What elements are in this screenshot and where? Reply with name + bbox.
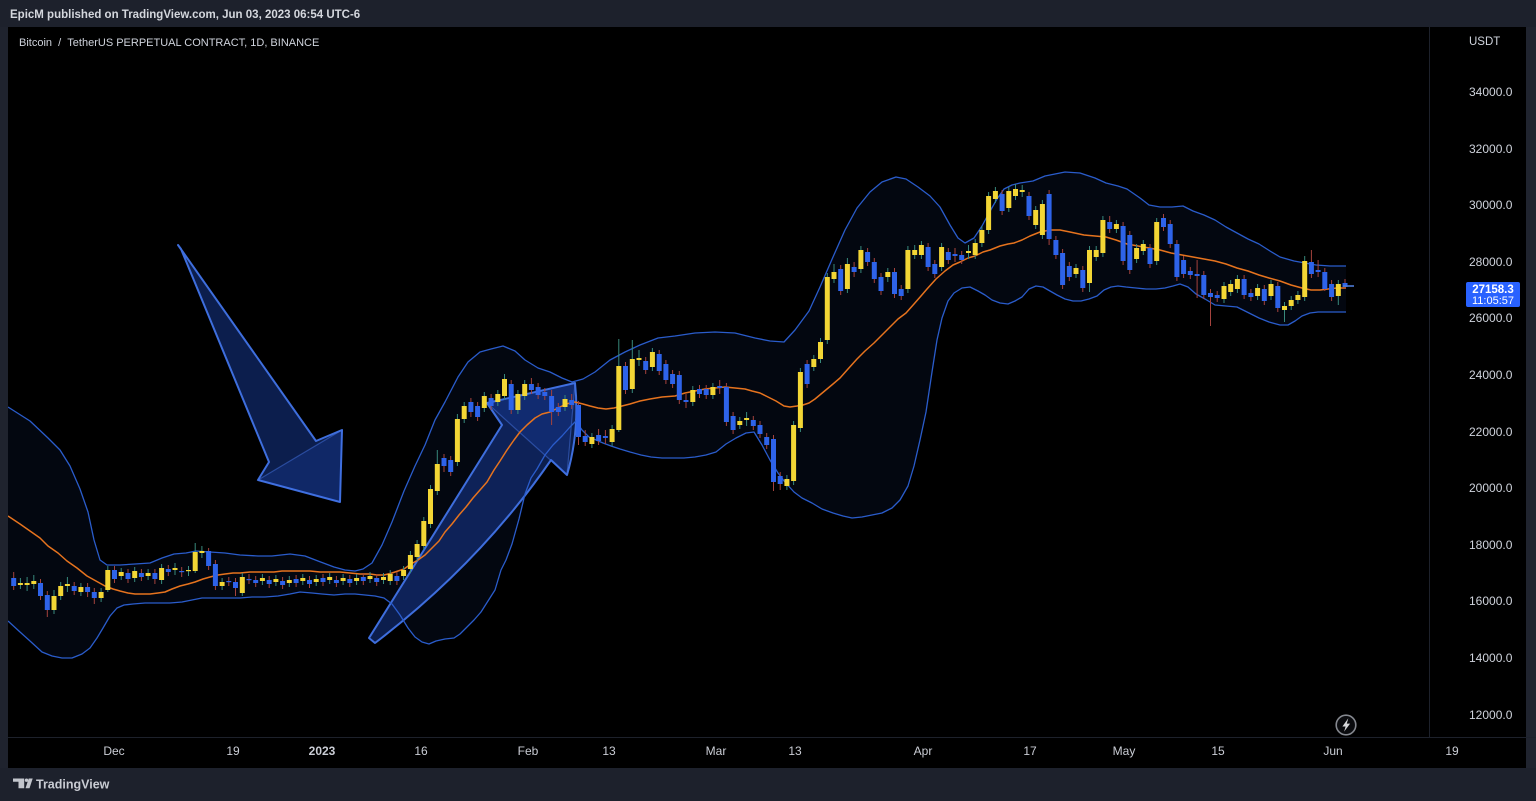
svg-text:Jun: Jun — [1323, 744, 1342, 758]
svg-text:Bitcoin / TetherUS PERPETUAL: Bitcoin / TetherUS PERPETUAL CONTRACT, 1… — [19, 37, 319, 49]
svg-text:34000.0: 34000.0 — [1469, 85, 1513, 99]
svg-text:30000.0: 30000.0 — [1469, 198, 1513, 212]
svg-text:Dec: Dec — [103, 744, 124, 758]
svg-text:15: 15 — [1211, 744, 1225, 758]
svg-text:32000.0: 32000.0 — [1469, 142, 1513, 156]
svg-text:Mar: Mar — [706, 744, 727, 758]
svg-text:13: 13 — [788, 744, 802, 758]
svg-text:19: 19 — [1445, 744, 1459, 758]
svg-text:2023: 2023 — [309, 744, 336, 758]
svg-text:16000.0: 16000.0 — [1469, 594, 1513, 608]
svg-text:Apr: Apr — [914, 744, 933, 758]
svg-text:May: May — [1113, 744, 1136, 758]
svg-text:13: 13 — [602, 744, 616, 758]
svg-text:17: 17 — [1023, 744, 1037, 758]
svg-text:Feb: Feb — [518, 744, 539, 758]
svg-text:26000.0: 26000.0 — [1469, 311, 1513, 325]
svg-text:USDT: USDT — [1469, 36, 1500, 48]
svg-text:12000.0: 12000.0 — [1469, 708, 1513, 722]
svg-text:18000.0: 18000.0 — [1469, 538, 1513, 552]
svg-text:28000.0: 28000.0 — [1469, 255, 1513, 269]
svg-text:19: 19 — [226, 744, 240, 758]
svg-text:27158.3: 27158.3 — [1472, 284, 1514, 296]
svg-text:16: 16 — [414, 744, 428, 758]
svg-text:22000.0: 22000.0 — [1469, 425, 1513, 439]
svg-text:24000.0: 24000.0 — [1469, 368, 1513, 382]
svg-text:EpicM published on TradingView: EpicM published on TradingView.com, Jun … — [10, 9, 360, 21]
svg-text:11:05:57: 11:05:57 — [1472, 295, 1514, 307]
svg-text:14000.0: 14000.0 — [1469, 651, 1513, 665]
svg-text:TradingView: TradingView — [36, 778, 110, 792]
svg-text:20000.0: 20000.0 — [1469, 481, 1513, 495]
